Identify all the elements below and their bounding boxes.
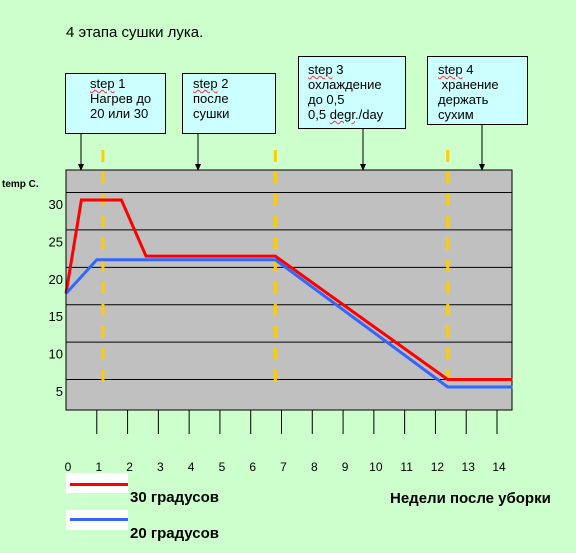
callout-step-3-line-3: до 0,5 (308, 92, 345, 107)
callout-step-3-line-4: 0,5 degr./day (308, 107, 384, 122)
stage-lines (101, 150, 450, 392)
callout-step-4-line-3: держать (438, 92, 489, 107)
callout-arrow-head-2 (195, 164, 201, 171)
callout-step-2-line-2: после (193, 91, 229, 106)
callout-step-1: step 1 Нагрев до 20 или 30 (65, 73, 166, 134)
x-tick-label-9: 9 (342, 460, 349, 474)
callout-arrow-head-4 (479, 164, 485, 171)
x-axis-label: Недели после уборки (390, 490, 551, 507)
callout-step-4: step 4 хранение держать сухим (427, 56, 528, 125)
callout-arrow-head-3 (360, 164, 366, 171)
plot-area (65, 169, 513, 411)
callout-step-3: step 3 охлаждение до 0,5 0,5 degr./day (298, 56, 406, 129)
x-tick-label-8: 8 (311, 460, 318, 474)
y-axis-label: temp C. (2, 179, 39, 190)
legend-label-20: 20 градусов (130, 525, 220, 542)
callout-step-1-line-2: Нагрев до (90, 91, 152, 106)
y-tick-label-15: 15 (49, 309, 63, 324)
callout-arrows (78, 125, 485, 171)
x-axis: 0 1 2 3 4 5 6 7 8 9 10 11 12 13 14 (65, 410, 506, 474)
callout-step-4-line-2: хранение (438, 77, 499, 92)
x-tick-label-10: 10 (369, 460, 383, 474)
y-axis: 5 10 15 20 25 30 (49, 170, 67, 410)
x-tick-label-7: 7 (280, 460, 287, 474)
x-tick-label-4: 4 (188, 460, 195, 474)
callout-step-2: step 2 после сушки (182, 73, 276, 134)
x-tick-label-5: 5 (219, 460, 226, 474)
x-tick-label-6: 6 (249, 460, 256, 474)
y-tick-label-10: 10 (49, 347, 63, 362)
x-tick-label-13: 13 (462, 460, 476, 474)
x-tick-label-11: 11 (400, 460, 413, 474)
callout-step-3-line-2: охлаждение (308, 77, 382, 92)
y-tick-label-5: 5 (56, 384, 63, 399)
legend-label-30: 30 градусов (130, 489, 220, 506)
y-tick-label-25: 25 (49, 234, 63, 249)
callout-step-1-line-3: 20 или 30 (90, 106, 149, 121)
callout-step-2-line-1: step 2 (193, 76, 229, 91)
callout-step-3-line-1: step 3 (308, 62, 344, 77)
x-tick-label-3: 3 (157, 460, 164, 474)
y-tick-label-30: 30 (49, 197, 63, 212)
callout-arrow-head-1 (78, 164, 84, 171)
page-title: 4 этапа сушки лука. (66, 24, 204, 41)
callout-step-4-line-1: step 4 (438, 62, 474, 77)
x-tick-label-1: 1 (95, 460, 102, 474)
callout-step-4-line-4: сухим (438, 107, 474, 122)
callout-step-1-line-1: step 1 (90, 76, 126, 91)
x-tick-label-14: 14 (492, 460, 506, 474)
legend-line-20 (70, 518, 128, 521)
x-tick-label-12: 12 (431, 460, 445, 474)
x-tick-label-0: 0 (65, 460, 72, 474)
callout-step-2-line-3: сушки (193, 106, 230, 121)
legend-line-30 (70, 483, 128, 486)
x-tick-label-2: 2 (126, 460, 133, 474)
y-tick-label-20: 20 (49, 272, 63, 287)
